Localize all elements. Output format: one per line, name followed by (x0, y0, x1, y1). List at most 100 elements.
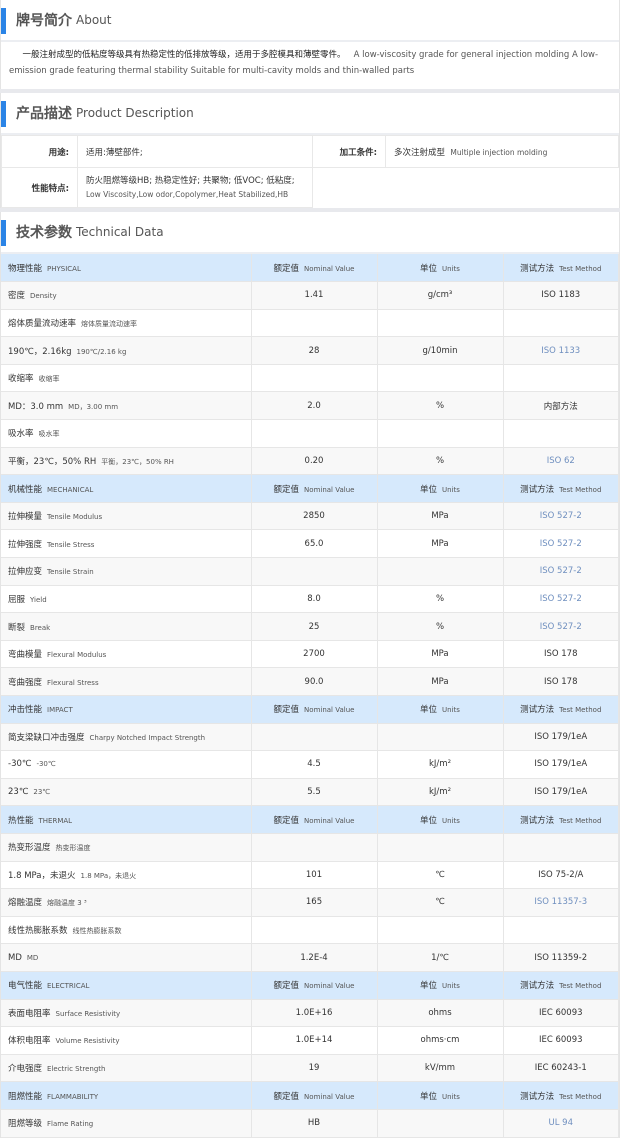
col-unit-en: Units (442, 485, 460, 494)
property-name: MD：3.0 mm MD，3.00 mm (1, 391, 252, 421)
test-method-link[interactable]: ISO 1133 (503, 336, 619, 365)
table-row: 线性热膨胀系数 线性热膨胀系数 (1, 916, 619, 945)
col-method-header: 测试方法 Test Method (503, 254, 619, 283)
table-row: 拉伸应变 Tensile Strain ISO 527-2 (1, 557, 619, 586)
table-row: 表面电阻率 Surface Resistivity 1.0E+16 ohms IEC 6… (1, 999, 619, 1028)
table-row: 23℃ 23℃ 5.5 kJ/m² ISO 179/1eA (1, 778, 619, 807)
property-name: 密度 Density (1, 281, 252, 310)
unit: g/cm³ (377, 281, 504, 310)
test-method: ISO 179/1eA (503, 778, 619, 807)
property-cn: 1.8 MPa，未退火 (8, 870, 76, 881)
section-header-row: 阻燃性能 FLAMMABILITY 额定值 Nominal Value 单位 Units 测… (1, 1081, 619, 1110)
col-method-header: 测试方法 Test Method (503, 474, 619, 503)
tech-heading: 技术参数 Technical Data (1, 212, 619, 254)
section-name-en: FLAMMABILITY (47, 1092, 99, 1101)
unit: MPa (377, 502, 504, 531)
nominal-value: 1.41 (251, 281, 378, 310)
nominal-value: 90.0 (251, 667, 378, 696)
col-unit-cn: 单位 (420, 1091, 438, 1102)
nominal-value: 1.2E-4 (251, 943, 378, 972)
about-section: 牌号简介 About 一般注射成型的低粘度等级具有热稳定性的低排放等级，适用于多腔… (0, 0, 620, 89)
use-value: 适用:薄壁部件; (77, 135, 313, 168)
property-en: 热变形温度 (55, 844, 91, 853)
col-method-en: Test Method (559, 264, 602, 273)
unit: % (377, 447, 504, 476)
col-unit-cn: 单位 (420, 815, 438, 826)
section-name-cn: 物理性能 (8, 263, 43, 274)
unit: ℃ (377, 888, 504, 917)
about-title-en: About (76, 13, 112, 27)
property-cn: 热变形温度 (8, 843, 51, 854)
property-en: 190℃/2.16 kg (76, 347, 127, 356)
section-header-row: 冲击性能 IMPACT 额定值 Nominal Value 单位 Units 测试方法 Tes… (1, 695, 619, 724)
table-row: 屈服 Yield 8.0% ISO 527-2 (1, 585, 619, 614)
test-method-link[interactable]: ISO 11357-3 (503, 888, 619, 917)
col-value-en: Nominal Value (304, 264, 355, 273)
col-value-en: Nominal Value (304, 982, 355, 991)
unit: % (377, 391, 504, 421)
col-method-cn: 测试方法 (520, 705, 555, 716)
section-name-en: IMPACT (47, 706, 73, 715)
test-method-link[interactable]: UL 94 (503, 1109, 619, 1138)
product-title-en: Product Description (76, 106, 194, 120)
about-text: 一般注射成型的低粘度等级具有热稳定性的低排放等级，适用于多腔模具和薄壁零件。 A… (1, 42, 619, 89)
test-method-link[interactable]: ISO 527-2 (503, 529, 619, 559)
feature-value-en: Low Viscosity,Low odor,Copolymer,Heat St… (86, 189, 289, 199)
about-text-cn: 一般注射成型的低粘度等级具有热稳定性的低排放等级，适用于多腔模具和薄壁零件。 (22, 50, 346, 60)
property-name: 介电强度 Electric Strength (1, 1054, 252, 1083)
property-cn: 弯曲模量 (8, 650, 43, 661)
section-header-row: 物理性能 PHYSICAL 额定值 Nominal Value 单位 Units 测试方法 T… (1, 254, 619, 283)
test-method-link[interactable]: ISO 527-2 (503, 612, 619, 641)
col-method-header: 测试方法 Test Method (503, 971, 619, 1000)
property-cn: 线性热膨胀系数 (8, 926, 68, 937)
col-method-cn: 测试方法 (520, 484, 555, 495)
test-method: ISO 11359-2 (503, 943, 619, 972)
unit: % (377, 585, 504, 614)
unit (377, 364, 504, 393)
section-name-en: MECHANICAL (47, 485, 94, 494)
property-name: 1.8 MPa，未退火 1.8 MPa，未退火 (1, 861, 252, 890)
property-en: MD (26, 953, 39, 962)
property-name: 简支梁缺口冲击强度 Charpy Notched Impact Strength (1, 723, 252, 752)
section-name: 冲击性能 IMPACT (1, 695, 252, 724)
property-name: 23℃ 23℃ (1, 778, 252, 807)
test-method-link[interactable]: ISO 62 (503, 447, 619, 476)
test-method: 内部方法 (503, 391, 619, 421)
test-method: ISO 1183 (503, 281, 619, 310)
property-en: Flexural Stress (47, 678, 99, 687)
table-row: 收缩率 收缩率 (1, 364, 619, 393)
property-en: 23℃ (33, 788, 51, 797)
property-cn: 熔融温度 (8, 898, 43, 909)
col-unit-header: 单位 Units (377, 1081, 504, 1110)
property-en: 1.8 MPa，未退火 (80, 871, 137, 880)
property-name: 断裂 Break (1, 612, 252, 641)
col-method-header: 测试方法 Test Method (503, 805, 619, 834)
property-en: Flame Rating (47, 1120, 94, 1129)
unit (377, 419, 504, 448)
nominal-value (251, 364, 378, 393)
nominal-value: 2.0 (251, 391, 378, 421)
test-method-link[interactable]: ISO 527-2 (503, 585, 619, 614)
feature-value: 防火阻燃等级HB; 热稳定性好; 共聚物; 低VOC; 低粘度; Low Vis… (77, 167, 313, 208)
property-cn: 体积电阻率 (8, 1036, 51, 1047)
col-unit-header: 单位 Units (377, 971, 504, 1000)
col-unit-cn: 单位 (420, 484, 438, 495)
section-name-cn: 电气性能 (8, 981, 43, 992)
test-method: IEC 60243-1 (503, 1054, 619, 1083)
nominal-value: 1.0E+14 (251, 1026, 378, 1055)
test-method-link[interactable]: ISO 527-2 (503, 557, 619, 586)
test-method (503, 309, 619, 338)
property-name: 熔融温度 熔融温度 3 ³ (1, 888, 252, 917)
table-row: 简支梁缺口冲击强度 Charpy Notched Impact Strength I… (1, 723, 619, 752)
col-method-cn: 测试方法 (520, 981, 555, 992)
property-cn: MD：3.0 mm (8, 401, 64, 412)
col-value-cn: 额定值 (273, 1091, 300, 1102)
property-cn: 拉伸强度 (8, 539, 43, 550)
property-cn: 表面电阻率 (8, 1008, 51, 1019)
test-method-link[interactable]: ISO 527-2 (503, 502, 619, 531)
feature-label: 性能特点: (1, 167, 78, 208)
property-en: Tensile Modulus (47, 513, 103, 522)
product-heading: 产品描述 Product Description (1, 93, 619, 135)
test-method: ISO 75-2/A (503, 861, 619, 890)
nominal-value (251, 557, 378, 586)
